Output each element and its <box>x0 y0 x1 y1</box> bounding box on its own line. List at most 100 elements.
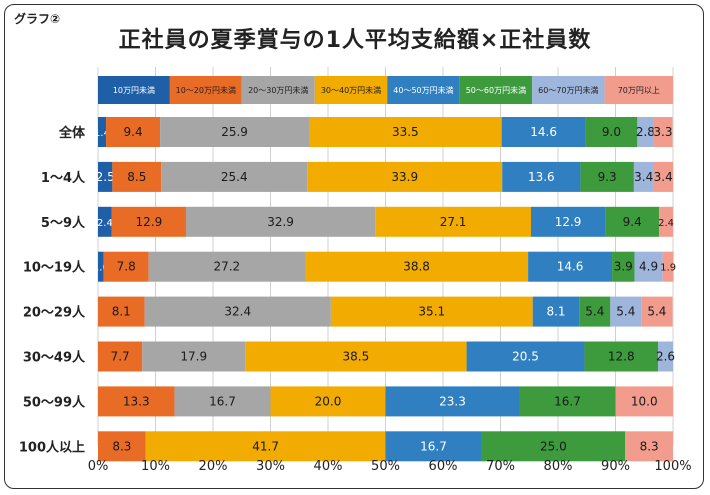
data-label: 14.6 <box>530 125 557 139</box>
data-label: 14.6 <box>557 260 584 274</box>
data-label: 8.5 <box>127 170 146 184</box>
data-label: 10.0 <box>631 394 658 408</box>
legend-label: 50～60万円未満 <box>466 85 526 95</box>
bar-segment <box>385 431 482 462</box>
data-label: 1.9 <box>660 263 676 274</box>
bar-segment <box>161 161 308 192</box>
x-tick-label: 80% <box>544 459 573 474</box>
category-label: 10～19人 <box>23 260 86 276</box>
data-label: 5.4 <box>616 305 635 319</box>
bar-segment <box>145 431 386 462</box>
data-label: 9.4 <box>124 125 143 139</box>
bar-segment <box>585 117 638 147</box>
bar-segment <box>309 117 502 147</box>
data-label: 8.3 <box>640 439 659 453</box>
bar-segment <box>579 296 611 327</box>
bar-segment <box>580 161 634 192</box>
data-label: 4.9 <box>639 260 658 274</box>
bar-segment <box>532 296 580 327</box>
data-label: 16.7 <box>554 394 581 408</box>
data-label: 8.1 <box>112 305 131 319</box>
bar-segment <box>375 206 531 237</box>
bar-segment <box>385 386 520 417</box>
bar-segment <box>501 117 586 147</box>
x-tick-label: 60% <box>429 459 458 474</box>
data-label: 3.4 <box>654 170 673 184</box>
x-tick-label: 90% <box>601 459 630 474</box>
data-label: 1.0 <box>93 263 109 274</box>
bar-segment <box>174 386 271 417</box>
bar-segment <box>270 386 386 417</box>
x-tick-label: 30% <box>256 459 285 474</box>
bar-segment <box>466 341 585 372</box>
data-label: 32.9 <box>267 215 294 229</box>
data-label: 33.9 <box>391 170 418 184</box>
data-label: 16.7 <box>209 394 236 408</box>
legend-label: 70万円以上 <box>618 86 660 95</box>
data-label: 32.4 <box>224 305 251 319</box>
bar-segment <box>584 341 659 372</box>
legend-swatch <box>98 76 170 104</box>
data-label: 17.9 <box>180 350 207 364</box>
bar-segment <box>142 341 246 372</box>
legend-swatch <box>604 76 673 104</box>
data-label: 2.4 <box>97 218 113 229</box>
category-label: 30～49人 <box>23 350 86 366</box>
bar-segment <box>653 161 673 192</box>
x-tick-label: 0% <box>88 459 109 474</box>
legend-label: 40～50万円未満 <box>393 85 453 95</box>
data-label: 12.9 <box>555 215 582 229</box>
legend-swatch <box>387 76 460 104</box>
x-tick-label: 20% <box>199 459 228 474</box>
legend-label: 60～70万円未満 <box>538 85 598 95</box>
bar-segment <box>605 206 660 237</box>
bar-segment <box>98 117 107 147</box>
bar-segment <box>530 206 606 237</box>
data-label: 3.9 <box>614 260 633 274</box>
x-tick-label: 10% <box>141 459 170 474</box>
data-label: 2.8 <box>636 125 655 139</box>
data-label: 3.4 <box>634 170 653 184</box>
bar-segment <box>98 386 175 417</box>
bar-segment <box>528 251 613 282</box>
legend-label: 10万円未満 <box>113 85 155 95</box>
bar-segment <box>610 296 642 327</box>
legend-label: 30～40万円未満 <box>321 85 381 95</box>
data-label: 9.4 <box>623 215 642 229</box>
data-label: 12.8 <box>608 350 635 364</box>
bar-segment <box>637 117 654 147</box>
data-label: 20.0 <box>315 394 342 408</box>
bar-segment <box>633 161 654 192</box>
legend-swatch <box>314 76 388 104</box>
data-label: 5.4 <box>585 305 604 319</box>
bar-segment <box>653 117 673 147</box>
data-label: 33.5 <box>392 125 419 139</box>
bar-segment <box>658 341 673 372</box>
chart-frame <box>4 4 704 489</box>
x-tick-label: 40% <box>314 459 343 474</box>
bar-segment <box>103 251 149 282</box>
bar-segment <box>612 251 635 282</box>
bar-segment <box>641 296 673 327</box>
category-label: 5～9人 <box>41 215 86 231</box>
bar-segment <box>330 296 533 327</box>
data-label: 25.0 <box>540 439 567 453</box>
data-label: 38.5 <box>343 350 370 364</box>
bar-segment <box>305 251 529 282</box>
bar-segment <box>148 251 305 282</box>
graph-label: グラフ② <box>14 12 61 26</box>
legend-swatch <box>459 76 533 104</box>
data-label: 20.5 <box>512 350 539 364</box>
bar-segment <box>111 206 186 237</box>
data-label: 8.1 <box>546 305 565 319</box>
legend-swatch <box>532 76 605 104</box>
x-tick-label: 50% <box>371 459 400 474</box>
bar-segment <box>307 161 503 192</box>
bar-segment <box>98 251 104 282</box>
data-label: 13.3 <box>123 394 150 408</box>
legend: 10万円未満 10～20万円未満 20～30万円未満 30～40万円未満 40～50万円… <box>98 76 673 104</box>
data-label: 12.9 <box>136 215 163 229</box>
bar-segment <box>112 161 162 192</box>
data-label: 25.9 <box>221 125 248 139</box>
